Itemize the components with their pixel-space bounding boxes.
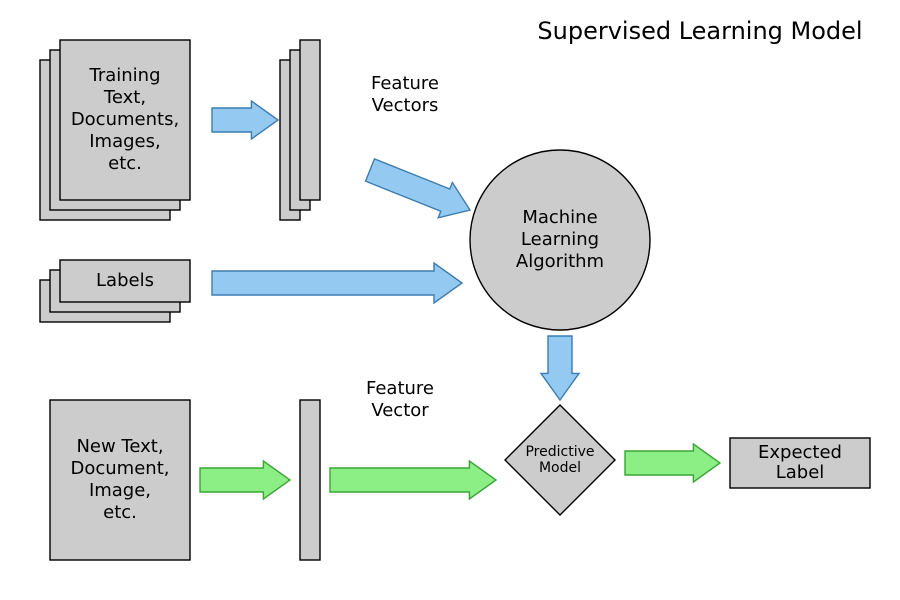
feature_vector_label-text-line-1: Vector <box>371 400 429 421</box>
training_stack-label-line-0: Training <box>88 65 160 86</box>
predictive_diamond-label-line-0: Predictive <box>525 444 594 460</box>
feature_vectors_label-text-line-0: Feature <box>371 73 439 94</box>
arrow-a3-shape <box>212 263 462 303</box>
diagram-title: Supervised Learning Model <box>537 17 862 45</box>
arrow-a2 <box>363 152 477 227</box>
expected_rect-label-line-1: Label <box>776 462 825 483</box>
feature_vectors_stack <box>280 40 320 220</box>
training_stack: TrainingText,Documents,Images,etc. <box>40 40 190 220</box>
feature_vector_single-shape <box>300 400 320 560</box>
feature_vector_label-text: FeatureVector <box>366 378 434 421</box>
expected_rect-label-line-0: Expected <box>758 442 842 463</box>
algorithm_circle-label-line-0: Machine <box>522 207 597 228</box>
arrow-a5-shape <box>200 461 290 499</box>
arrow-a6 <box>330 461 496 499</box>
algorithm_circle-label-line-2: Algorithm <box>516 251 604 272</box>
arrow-a6-shape <box>330 461 496 499</box>
newtext_rect-label-line-3: etc. <box>103 502 137 523</box>
arrow-a3 <box>212 263 462 303</box>
newtext_rect-label-line-1: Document, <box>71 458 170 479</box>
arrow-a4-shape <box>541 336 579 400</box>
algorithm_circle: MachineLearningAlgorithm <box>470 150 650 330</box>
training_stack-label-line-4: etc. <box>108 153 142 174</box>
feature_vectors_label-text-line-1: Vectors <box>372 95 439 116</box>
newtext_rect-label-line-0: New Text, <box>76 436 163 457</box>
arrow-a4 <box>541 336 579 400</box>
predictive_diamond: PredictiveModel <box>505 405 615 515</box>
feature_vector_single <box>300 400 320 560</box>
diagram-canvas: Supervised Learning ModelTrainingText,Do… <box>0 0 900 600</box>
feature_vectors_label-text: FeatureVectors <box>371 73 439 116</box>
labels_stack-label-line-0: Labels <box>96 270 154 291</box>
newtext_rect-label-line-2: Image, <box>89 480 151 501</box>
predictive_diamond-label-line-1: Model <box>539 460 581 476</box>
algorithm_circle-label: MachineLearningAlgorithm <box>516 207 604 272</box>
training_stack-label-line-2: Documents, <box>71 109 179 130</box>
arrow-a2-shape <box>363 152 477 227</box>
feature_vector_label: FeatureVector <box>366 378 434 421</box>
feature_vector_label-text-line-0: Feature <box>366 378 434 399</box>
arrow-a7-shape <box>625 444 720 482</box>
arrow-a1-shape <box>212 101 278 139</box>
feature_vectors_stack-layer-0 <box>300 40 320 200</box>
algorithm_circle-label-line-1: Learning <box>521 229 599 250</box>
training_stack-label-line-3: Images, <box>89 131 160 152</box>
training_stack-label-line-1: Text, <box>103 87 146 108</box>
newtext_rect: New Text,Document,Image,etc. <box>50 400 190 560</box>
labels_stack: Labels <box>40 260 190 322</box>
arrow-a7 <box>625 444 720 482</box>
feature_vectors_label: FeatureVectors <box>371 73 439 116</box>
arrow-a1 <box>212 101 278 139</box>
labels_stack-label: Labels <box>96 270 154 291</box>
arrow-a5 <box>200 461 290 499</box>
expected_rect: ExpectedLabel <box>730 438 870 488</box>
